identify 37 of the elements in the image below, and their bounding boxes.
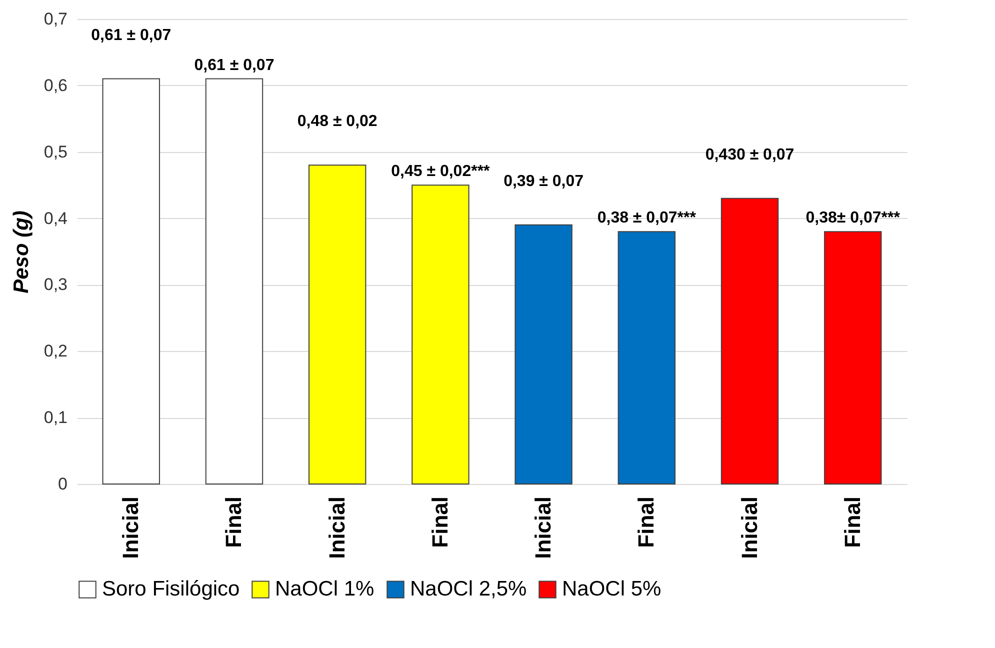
data-label: 0,38± 0,07*** [806,210,901,227]
x-tick-label: Inicial [324,496,350,559]
bar [308,164,366,484]
x-tick-label: Final [840,496,865,548]
legend-label: NaOCl 5% [562,578,662,601]
y-tick-label: 0,3 [44,275,68,294]
x-tick-label: Inicial [530,496,556,559]
data-label: 0,38 ± 0,07*** [597,210,697,227]
x-tick-label: Inicial [736,496,762,559]
x-tick-label: Final [427,496,452,548]
x-tick-label: Final [634,496,659,548]
data-label: 0,48 ± 0,02 [297,113,378,130]
data-label: 0,61 ± 0,07 [194,56,274,74]
bar [824,231,882,484]
bar [412,184,470,484]
bar [720,198,779,484]
y-tick-label: 0,2 [44,342,68,361]
y-axis-title: Peso (g) [10,210,33,294]
legend-label: Soro Fisilógico [102,578,240,601]
x-tick-label: Final [221,496,246,548]
y-tick-label: 0 [58,474,68,494]
data-label: 0,39 ± 0,07 [504,172,584,190]
y-tick-label: 0,7 [44,10,68,28]
legend-label: NaOCl 2,5% [410,578,527,601]
data-label: 0,45 ± 0,02*** [391,163,491,180]
y-tick-label: 0,4 [44,208,68,228]
legend-label: NaOCl 1% [275,578,374,601]
y-tick-label: 0,5 [44,142,68,162]
data-label: 0,61 ± 0,07 [91,26,172,44]
bar [618,231,676,484]
bar [514,224,572,484]
y-tick-label: 0,6 [44,76,68,95]
bar [205,78,264,484]
y-tick-label: 0,1 [44,408,68,428]
bar [102,78,160,484]
data-label: 0,430 ± 0,07 [705,146,794,164]
x-tick-label: Inicial [118,496,144,559]
